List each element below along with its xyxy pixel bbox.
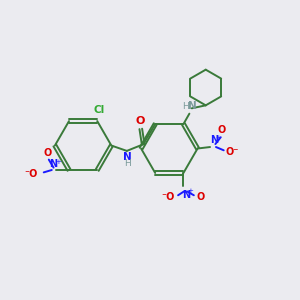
Text: O⁻: O⁻ xyxy=(226,147,239,157)
Text: +: + xyxy=(55,159,61,165)
Text: N: N xyxy=(50,158,58,169)
Text: Cl: Cl xyxy=(93,104,104,115)
Text: N: N xyxy=(188,101,197,111)
Text: ⁻O: ⁻O xyxy=(162,192,175,202)
Text: +: + xyxy=(215,135,221,141)
Text: O: O xyxy=(136,116,145,126)
Text: O: O xyxy=(218,125,226,135)
Text: O: O xyxy=(44,148,52,158)
Text: N: N xyxy=(123,152,132,162)
Text: +: + xyxy=(187,188,193,194)
Text: ⁻O: ⁻O xyxy=(24,169,38,178)
Text: N: N xyxy=(182,190,190,200)
Text: H: H xyxy=(124,159,131,168)
Text: N: N xyxy=(210,135,218,145)
Text: O: O xyxy=(197,192,205,202)
Text: H: H xyxy=(182,102,189,111)
